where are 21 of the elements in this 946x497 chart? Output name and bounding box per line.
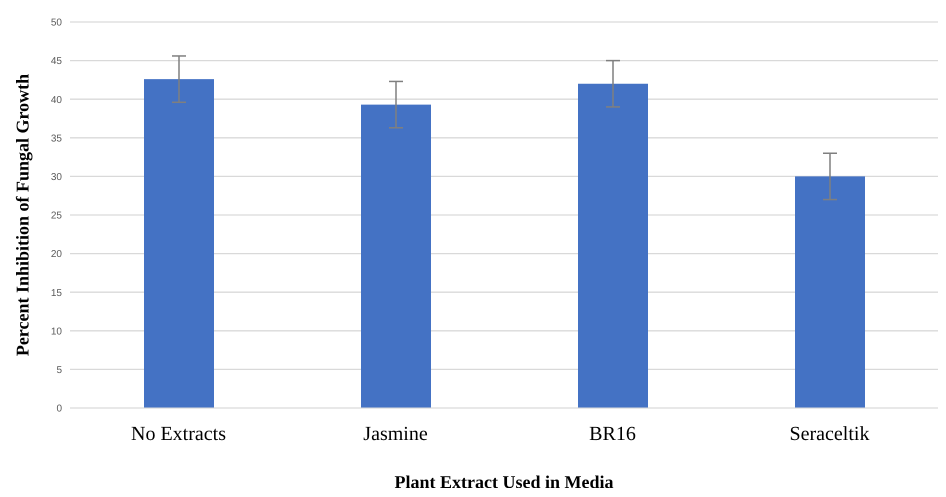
- x-tick-label: BR16: [589, 423, 636, 446]
- y-axis-title: Percent Inhibition of Fungal Growth: [12, 74, 32, 356]
- y-tick-label: 25: [50, 210, 62, 222]
- bar: [144, 79, 214, 408]
- x-tick-label: Seraceltik: [790, 423, 870, 446]
- y-tick-label: 35: [50, 133, 62, 144]
- y-tick-label: 20: [50, 249, 62, 260]
- x-axis-title: Plant Extract Used in Media: [394, 472, 614, 492]
- y-tick-label: 5: [56, 364, 62, 376]
- y-tick-label: 50: [50, 18, 62, 29]
- y-tick-label: 10: [50, 326, 62, 338]
- x-tick-label: No Extracts: [131, 423, 226, 446]
- y-tick-label: 45: [50, 56, 62, 68]
- bar: [795, 176, 865, 408]
- x-tick-label: Jasmine: [363, 423, 428, 446]
- y-tick-label: 30: [50, 172, 62, 183]
- bar: [361, 104, 431, 408]
- y-tick-label: 15: [50, 288, 62, 299]
- y-tick-label: 0: [56, 404, 62, 415]
- y-tick-label: 40: [50, 94, 62, 106]
- bar: [578, 84, 648, 408]
